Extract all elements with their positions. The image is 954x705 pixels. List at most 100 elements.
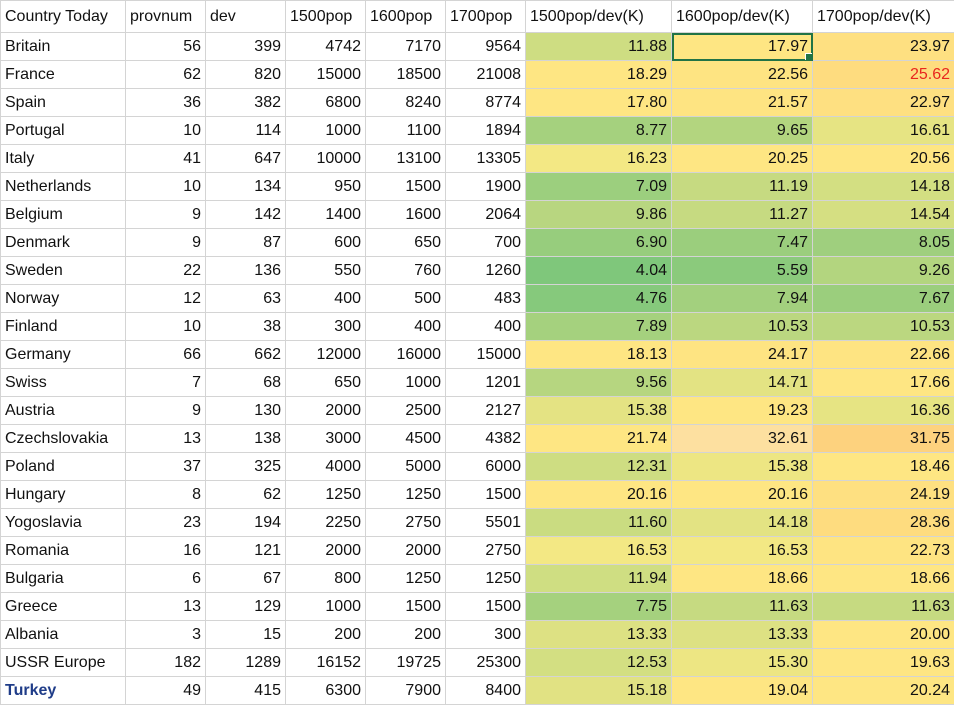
value-cell[interactable]: 130 xyxy=(206,397,286,425)
value-cell[interactable]: 19.04 xyxy=(672,677,813,705)
value-cell[interactable]: 1250 xyxy=(366,565,446,593)
value-cell[interactable]: 16152 xyxy=(286,649,366,677)
country-cell[interactable]: Germany xyxy=(1,341,126,369)
value-cell[interactable]: 483 xyxy=(446,285,526,313)
country-cell[interactable]: Denmark xyxy=(1,229,126,257)
value-cell[interactable]: 23.97 xyxy=(813,33,954,61)
value-cell[interactable]: 2000 xyxy=(366,537,446,565)
country-cell[interactable]: Czechslovakia xyxy=(1,425,126,453)
value-cell[interactable]: 20.25 xyxy=(672,145,813,173)
value-cell[interactable]: 17.66 xyxy=(813,369,954,397)
value-cell[interactable]: 300 xyxy=(446,621,526,649)
value-cell[interactable]: 20.56 xyxy=(813,145,954,173)
value-cell[interactable]: 13.33 xyxy=(672,621,813,649)
value-cell[interactable]: 14.18 xyxy=(813,173,954,201)
country-cell[interactable]: Italy xyxy=(1,145,126,173)
value-cell[interactable]: 7.67 xyxy=(813,285,954,313)
value-cell[interactable]: 16.61 xyxy=(813,117,954,145)
value-cell[interactable]: 13 xyxy=(126,425,206,453)
value-cell[interactable]: 182 xyxy=(126,649,206,677)
value-cell[interactable]: 37 xyxy=(126,453,206,481)
value-cell[interactable]: 9 xyxy=(126,229,206,257)
value-cell[interactable]: 9.65 xyxy=(672,117,813,145)
country-cell[interactable]: Britain xyxy=(1,33,126,61)
value-cell[interactable]: 16.53 xyxy=(672,537,813,565)
value-cell[interactable]: 16.53 xyxy=(526,537,672,565)
value-cell[interactable]: 1400 xyxy=(286,201,366,229)
country-cell[interactable]: Yogoslavia xyxy=(1,509,126,537)
value-cell[interactable]: 24.19 xyxy=(813,481,954,509)
value-cell[interactable]: 1250 xyxy=(446,565,526,593)
value-cell[interactable]: 399 xyxy=(206,33,286,61)
value-cell[interactable]: 194 xyxy=(206,509,286,537)
value-cell[interactable]: 8240 xyxy=(366,89,446,117)
value-cell[interactable]: 4.04 xyxy=(526,257,672,285)
value-cell[interactable]: 13305 xyxy=(446,145,526,173)
header-cell[interactable]: 1500pop xyxy=(286,1,366,33)
value-cell[interactable]: 9.86 xyxy=(526,201,672,229)
value-cell[interactable]: 8.77 xyxy=(526,117,672,145)
value-cell[interactable]: 300 xyxy=(286,313,366,341)
value-cell[interactable]: 4.76 xyxy=(526,285,672,313)
value-cell[interactable]: 136 xyxy=(206,257,286,285)
value-cell[interactable]: 5501 xyxy=(446,509,526,537)
value-cell[interactable]: 5000 xyxy=(366,453,446,481)
value-cell[interactable]: 10 xyxy=(126,313,206,341)
value-cell[interactable]: 22.73 xyxy=(813,537,954,565)
value-cell[interactable]: 4742 xyxy=(286,33,366,61)
value-cell[interactable]: 650 xyxy=(286,369,366,397)
value-cell[interactable]: 6800 xyxy=(286,89,366,117)
country-cell[interactable]: Turkey xyxy=(1,677,126,705)
country-cell[interactable]: Bulgaria xyxy=(1,565,126,593)
value-cell[interactable]: 22.56 xyxy=(672,61,813,89)
value-cell[interactable]: 2750 xyxy=(366,509,446,537)
value-cell[interactable]: 550 xyxy=(286,257,366,285)
value-cell[interactable]: 1260 xyxy=(446,257,526,285)
value-cell[interactable]: 15000 xyxy=(446,341,526,369)
value-cell[interactable]: 200 xyxy=(286,621,366,649)
value-cell[interactable]: 67 xyxy=(206,565,286,593)
value-cell[interactable]: 17.80 xyxy=(526,89,672,117)
value-cell[interactable]: 2064 xyxy=(446,201,526,229)
value-cell[interactable]: 11.63 xyxy=(813,593,954,621)
value-cell[interactable]: 20.16 xyxy=(526,481,672,509)
value-cell[interactable]: 19.23 xyxy=(672,397,813,425)
value-cell[interactable]: 15 xyxy=(206,621,286,649)
value-cell[interactable]: 7 xyxy=(126,369,206,397)
value-cell[interactable]: 38 xyxy=(206,313,286,341)
value-cell[interactable]: 11.60 xyxy=(526,509,672,537)
value-cell[interactable]: 2250 xyxy=(286,509,366,537)
value-cell[interactable]: 49 xyxy=(126,677,206,705)
value-cell[interactable]: 62 xyxy=(126,61,206,89)
value-cell[interactable]: 1289 xyxy=(206,649,286,677)
value-cell[interactable]: 114 xyxy=(206,117,286,145)
value-cell[interactable]: 19725 xyxy=(366,649,446,677)
country-cell[interactable]: Sweden xyxy=(1,257,126,285)
selected-cell[interactable]: 17.97 xyxy=(672,33,813,61)
value-cell[interactable]: 10 xyxy=(126,173,206,201)
value-cell[interactable]: 1000 xyxy=(286,117,366,145)
value-cell[interactable]: 4500 xyxy=(366,425,446,453)
value-cell[interactable]: 8774 xyxy=(446,89,526,117)
value-cell[interactable]: 25300 xyxy=(446,649,526,677)
value-cell[interactable]: 20.16 xyxy=(672,481,813,509)
value-cell[interactable]: 14.18 xyxy=(672,509,813,537)
value-cell[interactable]: 1500 xyxy=(366,173,446,201)
value-cell[interactable]: 18.29 xyxy=(526,61,672,89)
value-cell[interactable]: 10 xyxy=(126,117,206,145)
value-cell[interactable]: 1600 xyxy=(366,201,446,229)
country-cell[interactable]: Belgium xyxy=(1,201,126,229)
fill-handle[interactable] xyxy=(805,53,813,61)
value-cell[interactable]: 10.53 xyxy=(672,313,813,341)
header-cell[interactable]: dev xyxy=(206,1,286,33)
value-cell[interactable]: 662 xyxy=(206,341,286,369)
value-cell[interactable]: 2750 xyxy=(446,537,526,565)
country-cell[interactable]: Hungary xyxy=(1,481,126,509)
value-cell[interactable]: 22 xyxy=(126,257,206,285)
value-cell[interactable]: 22.97 xyxy=(813,89,954,117)
header-cell[interactable]: Country Today xyxy=(1,1,126,33)
value-cell[interactable]: 20.00 xyxy=(813,621,954,649)
value-cell[interactable]: 1900 xyxy=(446,173,526,201)
value-cell[interactable]: 7.09 xyxy=(526,173,672,201)
value-cell[interactable]: 16000 xyxy=(366,341,446,369)
